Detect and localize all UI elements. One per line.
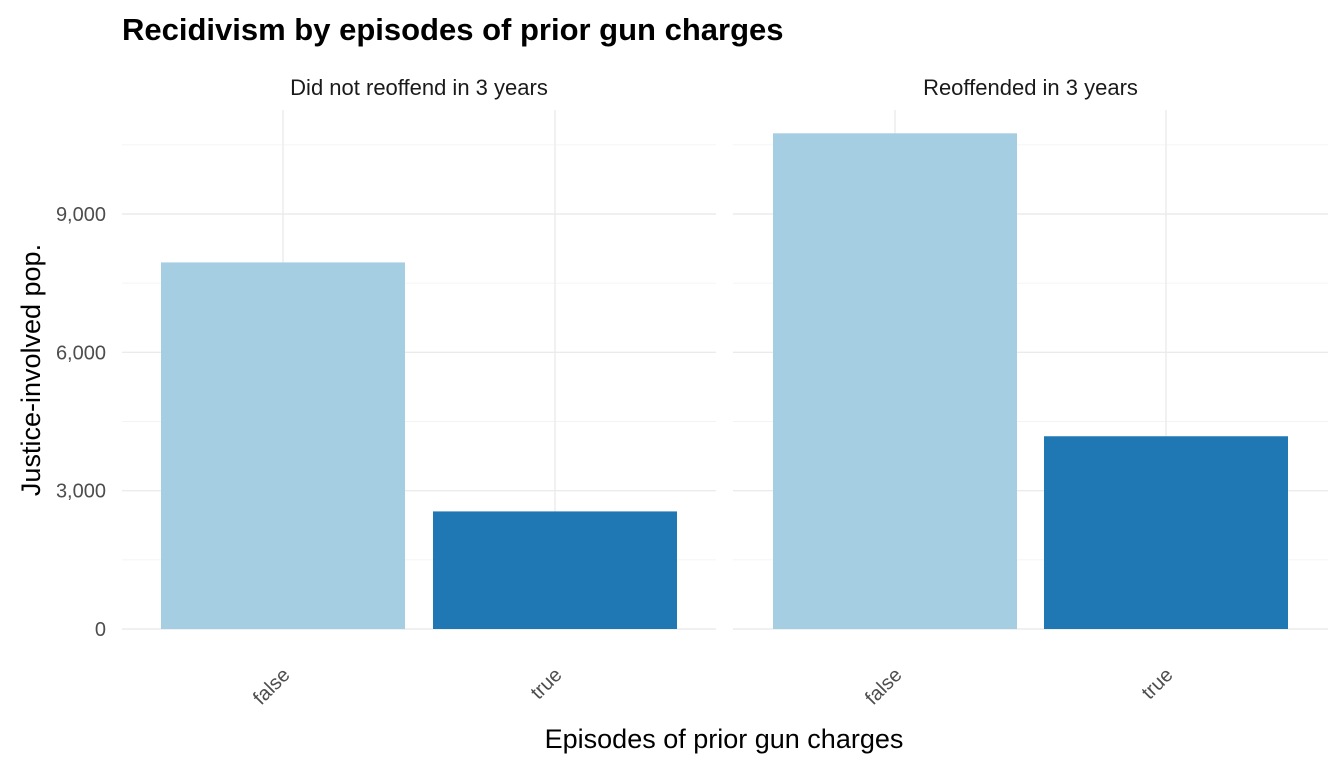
facet-strip-label: Did not reoffend in 3 years <box>290 75 548 100</box>
x-tick-label: true <box>527 664 567 704</box>
bar-false <box>773 133 1017 630</box>
y-tick-label: 9,000 <box>56 204 106 226</box>
x-tick-label: false <box>249 664 294 709</box>
x-tick-label: false <box>861 664 906 709</box>
facet-strip-label: Reoffended in 3 years <box>923 75 1138 100</box>
x-axis-title: Episodes of prior gun charges <box>545 724 904 754</box>
facet-panel-2: Reoffended in 3 years false true <box>733 75 1328 709</box>
bar-true <box>433 511 677 629</box>
y-tick-label: 0 <box>95 619 106 641</box>
x-tick-label: true <box>1138 664 1178 704</box>
chart-title: Recidivism by episodes of prior gun char… <box>122 12 784 47</box>
bar-true <box>1044 436 1288 629</box>
facet-panel-1: Did not reoffend in 3 years false true <box>122 75 716 709</box>
bar-false <box>161 262 405 629</box>
y-tick-label: 6,000 <box>56 342 106 364</box>
y-tick-label: 3,000 <box>56 481 106 503</box>
y-axis-title: Justice-involved pop. <box>16 244 46 496</box>
